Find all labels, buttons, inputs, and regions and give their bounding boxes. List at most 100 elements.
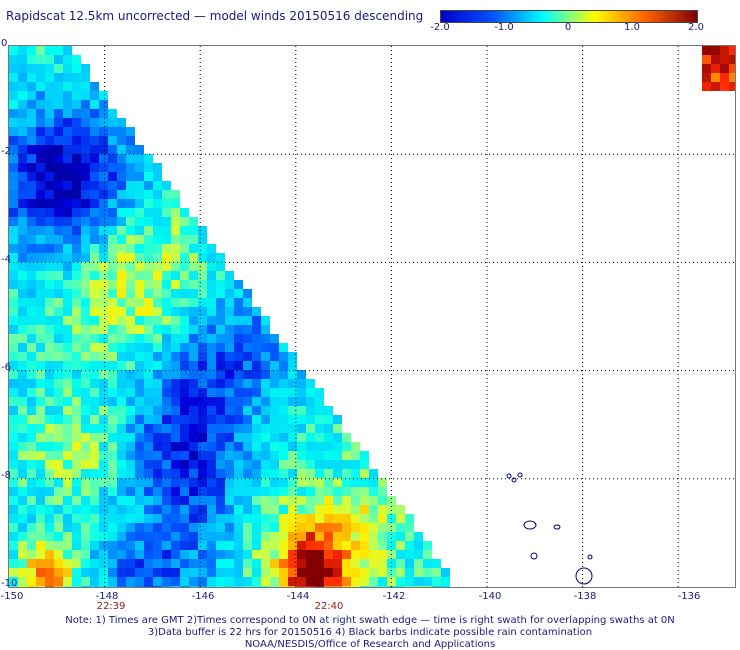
swath-cell — [180, 370, 189, 379]
swath-cell — [90, 406, 99, 415]
swath-cell — [198, 253, 207, 262]
x-tick-138: -138 — [573, 591, 597, 602]
swath-cell — [27, 559, 36, 568]
swath-cell — [261, 586, 270, 587]
swath-cell — [63, 586, 72, 587]
swath-cell — [135, 298, 144, 307]
swath-cell — [81, 244, 90, 253]
swath-cell — [108, 559, 117, 568]
swath-cell — [36, 73, 45, 82]
swath-cell — [351, 460, 360, 469]
swath-cell — [207, 343, 216, 352]
swath-cell — [90, 181, 99, 190]
swath-cell — [216, 424, 225, 433]
swath-cell — [189, 397, 198, 406]
swath-cell — [333, 541, 342, 550]
swath-cell — [108, 199, 117, 208]
swath-cell — [153, 226, 162, 235]
swath-cell — [126, 181, 135, 190]
swath-cell — [396, 505, 405, 514]
swath-cell — [108, 397, 117, 406]
swath-cell — [135, 343, 144, 352]
swath-cell — [27, 280, 36, 289]
swath-cell — [45, 370, 54, 379]
swath-cell — [396, 559, 405, 568]
swath-cell — [207, 568, 216, 577]
swath-cell — [90, 316, 99, 325]
swath-cell — [351, 514, 360, 523]
swath-cell — [153, 505, 162, 514]
swath-cell — [153, 469, 162, 478]
swath-cell — [216, 307, 225, 316]
swath-cell — [270, 442, 279, 451]
swath-cell — [99, 217, 108, 226]
swath-cell — [99, 397, 108, 406]
swath-cell — [144, 190, 153, 199]
swath-cell — [54, 280, 63, 289]
swath-cell — [108, 109, 117, 118]
swath-cell — [63, 253, 72, 262]
swath-cell — [9, 46, 18, 55]
swath-cell — [135, 577, 144, 586]
swath-cell — [234, 280, 243, 289]
swath-cell — [198, 244, 207, 253]
swath-cell — [216, 523, 225, 532]
swath-cell — [252, 586, 261, 587]
swath-cell — [117, 280, 126, 289]
swath-cell — [81, 424, 90, 433]
swath-cell — [90, 226, 99, 235]
swath-cell — [225, 280, 234, 289]
swath-cell — [252, 361, 261, 370]
swath-cell — [36, 586, 45, 587]
swath-cell — [36, 388, 45, 397]
swath-cell — [63, 208, 72, 217]
swath-cell — [9, 424, 18, 433]
swath-cell — [342, 568, 351, 577]
swath-cell — [207, 388, 216, 397]
swath-cell — [27, 46, 36, 55]
swath-cell — [432, 559, 441, 568]
swath-cell — [243, 541, 252, 550]
swath-cell — [702, 82, 711, 91]
swath-cell — [288, 433, 297, 442]
swath-cell — [9, 64, 18, 73]
swath-cell — [18, 118, 27, 127]
swath-cell — [72, 325, 81, 334]
swath-cell — [144, 532, 153, 541]
swath-cell — [81, 64, 90, 73]
swath-cell — [36, 217, 45, 226]
swath-cell — [333, 505, 342, 514]
swath-cell — [81, 532, 90, 541]
swath-cell — [207, 487, 216, 496]
swath-cell — [54, 199, 63, 208]
swath-cell — [63, 541, 72, 550]
swath-cell — [189, 442, 198, 451]
swath-cell — [189, 415, 198, 424]
swath-cell — [216, 361, 225, 370]
swath-cell — [171, 289, 180, 298]
swath-cell — [117, 451, 126, 460]
swath-cell — [225, 370, 234, 379]
swath-cell — [315, 586, 324, 587]
swath-cell — [9, 343, 18, 352]
swath-cell — [162, 253, 171, 262]
swath-cell — [126, 478, 135, 487]
swath-cell — [117, 217, 126, 226]
swath-cell — [63, 397, 72, 406]
swath-cell — [144, 424, 153, 433]
swath-cell — [90, 217, 99, 226]
swath-cell — [198, 451, 207, 460]
swath-cell — [72, 379, 81, 388]
swath-cell — [261, 379, 270, 388]
swath-cell — [180, 406, 189, 415]
swath-cell — [207, 577, 216, 586]
swath-cell — [126, 370, 135, 379]
swath-cell — [9, 118, 18, 127]
swath-cell — [27, 208, 36, 217]
swath-cell — [144, 280, 153, 289]
swath-cell — [135, 532, 144, 541]
swath-cell — [72, 451, 81, 460]
swath-cell — [108, 172, 117, 181]
swath-cell — [207, 406, 216, 415]
swath-cell — [45, 154, 54, 163]
